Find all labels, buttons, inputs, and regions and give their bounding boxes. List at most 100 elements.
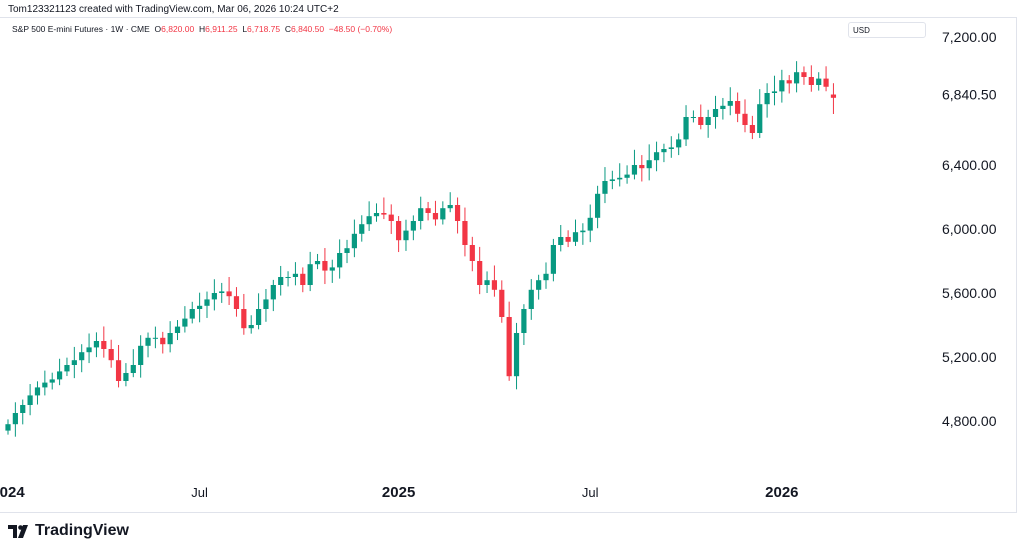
candle-body: [587, 217, 593, 231]
candle-body: [462, 221, 468, 245]
candle-body: [115, 360, 122, 381]
candle-body: [241, 309, 247, 329]
candle-body: [808, 77, 814, 85]
candle-body: [34, 387, 41, 396]
candle-body: [580, 230, 586, 233]
candle-body: [727, 101, 733, 106]
candle-body: [742, 113, 748, 125]
candle-body: [550, 245, 556, 274]
chart-frame: [0, 17, 1017, 513]
candle-body: [705, 117, 711, 125]
candle-body: [300, 273, 306, 285]
high-value: 6,911.25: [205, 24, 238, 34]
candle-body: [491, 280, 498, 290]
candle-body: [160, 337, 166, 345]
candles: [5, 61, 837, 437]
candle-body: [226, 291, 232, 297]
candle-body: [314, 261, 321, 265]
symbol-name[interactable]: S&P 500 E-mini Futures · 1W · CME: [12, 24, 150, 34]
time-tick-label: 2024: [0, 484, 25, 501]
candle-body: [145, 337, 151, 346]
candle-body: [764, 93, 770, 105]
candle-body: [440, 208, 446, 220]
candle-body: [536, 280, 542, 290]
candle-body: [469, 245, 475, 261]
candle-body: [12, 413, 18, 425]
candle-body: [757, 104, 763, 133]
candle-body: [337, 253, 343, 268]
candle-body: [816, 78, 822, 85]
candle-body: [182, 318, 188, 327]
candle-body: [130, 365, 136, 373]
candle-body: [521, 309, 527, 333]
tradingview-logo[interactable]: TradingView: [8, 522, 129, 540]
price-tick-label: 6,000.00: [942, 221, 997, 237]
candle-body: [661, 149, 667, 153]
candle-body: [720, 105, 726, 109]
candle-body: [79, 352, 85, 361]
candle-body: [513, 333, 520, 377]
candle-body: [351, 233, 357, 249]
candle-body: [624, 174, 630, 178]
candle-body: [425, 208, 431, 213]
candle-body: [329, 267, 335, 271]
candle-body: [285, 277, 291, 278]
candle-body: [359, 224, 365, 234]
candle-body: [683, 117, 689, 140]
candle-body: [543, 273, 549, 281]
candle-body: [197, 305, 203, 309]
candle-body: [801, 72, 807, 77]
close-value: 6,840.50: [291, 24, 325, 34]
candle-body: [108, 349, 114, 361]
candle-body: [56, 371, 63, 380]
currency-button[interactable]: USD: [848, 22, 926, 38]
candle-body: [152, 337, 158, 339]
brand-name: TradingView: [35, 522, 129, 539]
change-value: −48.50 (−0.70%): [328, 24, 393, 34]
candle-body: [49, 379, 55, 383]
candle-body: [307, 264, 313, 285]
candle-body: [278, 277, 284, 285]
price-tick-label: 4,800.00: [942, 413, 997, 429]
candle-body: [454, 205, 461, 221]
candle-body: [484, 280, 490, 285]
candle-body: [123, 373, 129, 381]
candle-body: [71, 360, 77, 365]
candle-body: [366, 216, 372, 225]
candle-body: [617, 177, 623, 180]
candle-body: [42, 382, 48, 388]
candle-body: [830, 94, 837, 98]
candle-body: [263, 299, 269, 309]
candle-body: [609, 179, 615, 181]
candle-body: [64, 365, 70, 372]
candle-body: [211, 293, 217, 300]
candle-body: [322, 261, 328, 271]
candle-body: [219, 291, 225, 293]
candle-body: [138, 345, 144, 365]
candle-body: [388, 214, 394, 221]
time-tick-label: Jul: [191, 485, 208, 500]
open-value: 6,820.00: [161, 24, 195, 34]
candle-body: [712, 109, 719, 117]
candle-body: [558, 237, 564, 245]
price-tick-label: 6,400.00: [942, 157, 997, 173]
candle-body: [793, 72, 800, 84]
candle-body: [174, 326, 181, 333]
candle-body: [248, 325, 254, 329]
candle-body: [653, 152, 660, 161]
candle-body: [255, 309, 262, 325]
candle-body: [344, 248, 350, 253]
candle-body: [381, 213, 387, 215]
candle-body: [403, 230, 409, 241]
candle-body: [771, 91, 778, 93]
candle-body: [735, 101, 741, 114]
time-tick-label: Jul: [582, 485, 599, 500]
candle-body: [167, 333, 173, 345]
candle-body: [396, 221, 402, 241]
candle-body: [499, 289, 505, 317]
low-value: 6,718.75: [247, 24, 281, 34]
candle-body: [506, 317, 512, 377]
candle-body: [189, 309, 195, 319]
candle-body: [101, 341, 107, 349]
